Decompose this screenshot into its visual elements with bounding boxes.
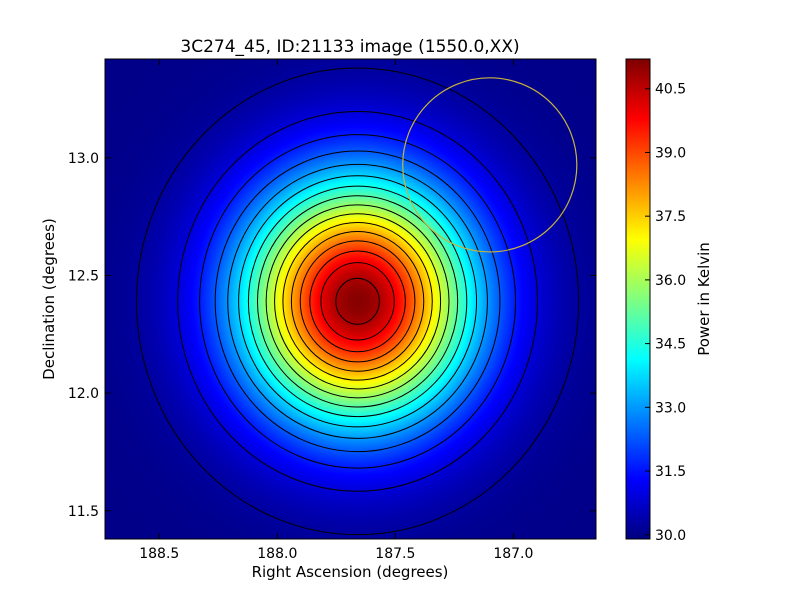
colorbar [625, 58, 651, 540]
y-tick-label: 12.5 [68, 268, 99, 284]
contour-line [265, 204, 450, 399]
plot-area [105, 59, 596, 539]
colorbar-label: Power in Kelvin [695, 242, 713, 356]
colorbar-tick-label: 34.5 [655, 337, 686, 353]
y-tick-label: 11.5 [68, 504, 99, 520]
colorbar-tick-label: 37.5 [655, 209, 686, 225]
colorbar-ticks: 30.0 31.5 33.0 34.5 36.0 37.5 39.0 40.5 [645, 82, 686, 544]
x-tick-label: 188.5 [139, 546, 179, 562]
contour-line [299, 240, 416, 363]
contour-line [177, 110, 538, 492]
contour-line [136, 67, 580, 536]
y-tick-label: 12.0 [68, 386, 99, 402]
contour-line [320, 262, 395, 341]
x-tick-label: 187.5 [375, 546, 415, 562]
contour-line [214, 150, 501, 453]
colorbar-tick-label: 39.0 [655, 145, 686, 161]
contour-line [282, 222, 433, 381]
contour-line [199, 134, 517, 469]
colorbar-tick-label: 31.5 [655, 464, 686, 480]
contour-line [335, 277, 380, 325]
contour-line [227, 163, 488, 439]
x-tick-label: 188.0 [257, 546, 297, 562]
contour-line [247, 185, 468, 418]
x-axis-label: Right Ascension (degrees) [252, 563, 449, 581]
colorbar-tick-label: 33.0 [655, 400, 686, 416]
contour-line [238, 175, 478, 428]
colorbar-tick-label: 40.5 [655, 82, 686, 98]
y-axis-label: Declination (degrees) [40, 218, 58, 380]
contour-lines [136, 67, 580, 536]
contour-line [309, 250, 406, 353]
y-tick-label: 13.0 [68, 151, 99, 167]
contour-line [256, 195, 459, 408]
x-tick-label: 187.0 [493, 546, 533, 562]
colorbar-tick-label: 36.0 [655, 273, 686, 289]
chart-title: 3C274_45, ID:21133 image (1550.0,XX) [180, 37, 519, 57]
contour-line [274, 213, 442, 390]
plot-frame [104, 58, 597, 540]
heatmap-image [105, 59, 596, 539]
contour-line [290, 230, 425, 372]
circle-overlay [402, 77, 578, 253]
colorbar-tick-label: 30.0 [655, 528, 686, 544]
x-axis-ticks: 188.5 188.0 187.5 187.0 [139, 59, 533, 562]
y-axis-ticks: 11.5 12.0 12.5 13.0 [68, 151, 596, 520]
